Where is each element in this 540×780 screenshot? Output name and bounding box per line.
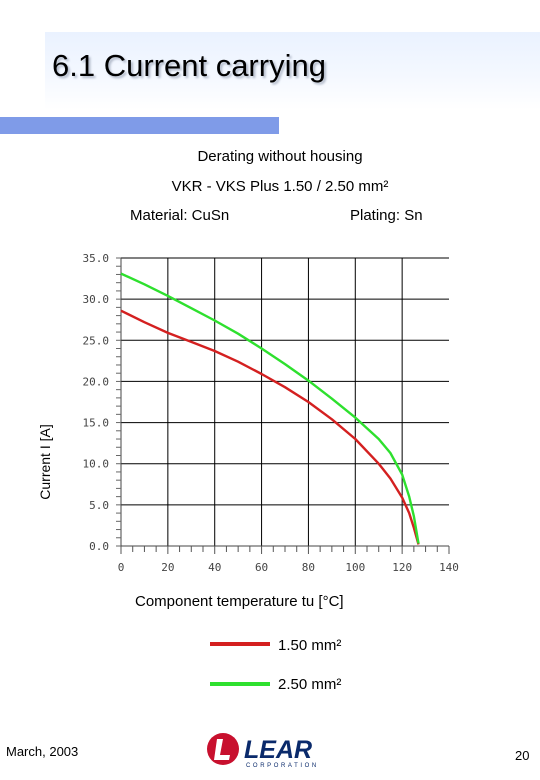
legend-label-2-50: 2.50 mm² [278, 676, 342, 693]
y-tick-label: 25.0 [83, 334, 110, 347]
logo-text: LEAR [244, 736, 312, 764]
footer-date: March, 2003 [6, 744, 79, 759]
legend-label-1-50: 1.50 mm² [278, 637, 342, 654]
x-tick-label: 120 [392, 561, 412, 574]
material-label: Material: CuSn [130, 207, 230, 224]
plating-label: Plating: Sn [350, 207, 423, 224]
x-tick-label: 100 [345, 561, 365, 574]
x-tick-label: 80 [302, 561, 315, 574]
chart-subtitle: VKR - VKS Plus 1.50 / 2.50 mm² [171, 178, 389, 195]
accent-bar [0, 117, 279, 134]
y-axis-label: Current I [A] [37, 424, 53, 500]
x-tick-label: 0 [118, 561, 125, 574]
chart-title: Derating without housing [197, 148, 363, 165]
x-axis-label: Component temperature tu [°C] [135, 593, 344, 610]
lear-logo: LEAR CORPORATION [207, 733, 319, 769]
series-line-0 [120, 309, 420, 545]
series-line-1 [120, 272, 420, 544]
y-tick-label: 5.0 [89, 499, 109, 512]
y-tick-label: 0.0 [89, 540, 109, 553]
y-tick-label: 35.0 [83, 252, 110, 265]
x-tick-label: 20 [161, 561, 174, 574]
x-tick-label: 60 [255, 561, 268, 574]
y-tick-label: 30.0 [83, 293, 110, 306]
x-tick-label: 40 [208, 561, 221, 574]
y-tick-label: 10.0 [83, 458, 110, 471]
logo-subtext: CORPORATION [246, 763, 319, 769]
title-band [45, 32, 540, 110]
y-tick-label: 15.0 [83, 417, 110, 430]
legend-swatch-2-50 [210, 682, 270, 686]
x-tick-label: 140 [439, 561, 459, 574]
slide-title: 6.1 Current carrying [52, 48, 326, 83]
y-tick-label: 20.0 [83, 375, 110, 388]
legend-swatch-1-50 [210, 642, 270, 646]
page-number: 20 [515, 748, 530, 763]
